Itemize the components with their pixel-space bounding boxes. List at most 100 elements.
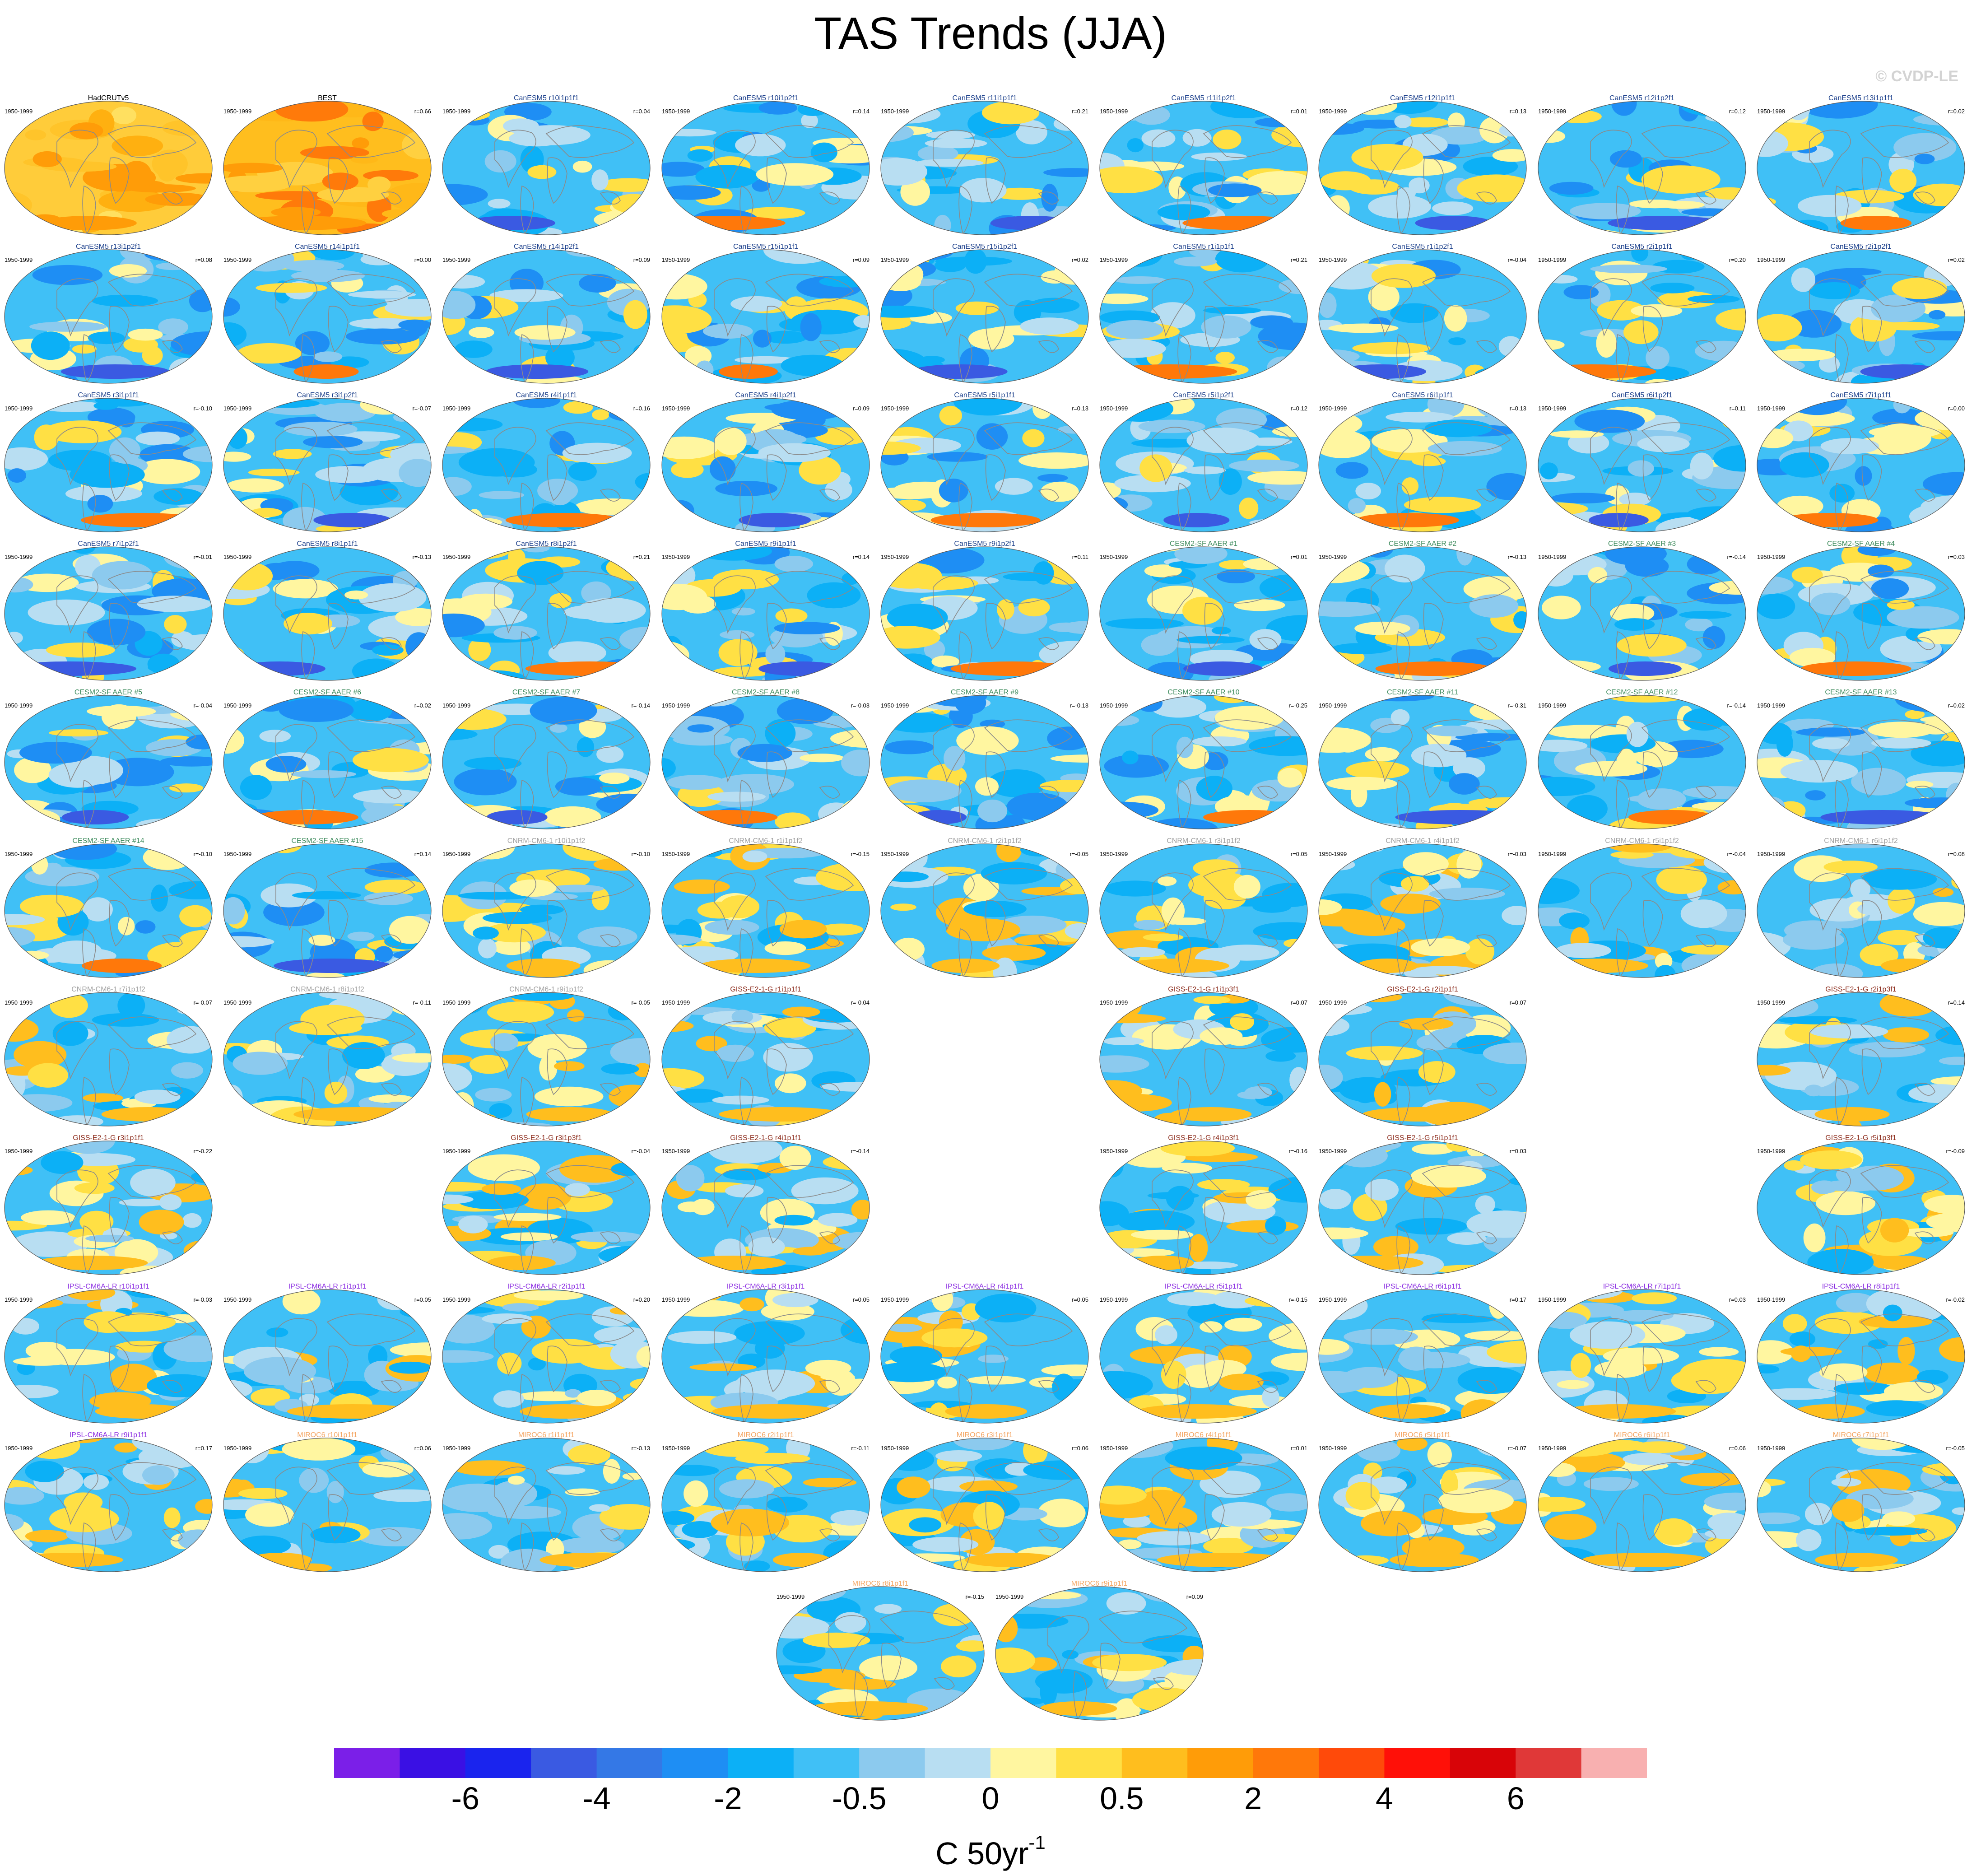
trend-patch [1465, 364, 1486, 380]
trend-patch [66, 1289, 116, 1301]
trend-patch [1224, 1317, 1262, 1332]
globe-border [4, 398, 213, 532]
continent-outline [301, 779, 315, 829]
southern-ocean-anomaly [1795, 1404, 1865, 1419]
trend-patch [1713, 445, 1746, 472]
map-panel: CanESM5 r13i1p1f1 1950-1999 r=0.02 [1753, 94, 1969, 243]
continent-outline [600, 934, 621, 947]
continent-outline [1177, 779, 1191, 829]
continent-outline [547, 751, 567, 798]
map-panel: CanESM5 r6i1p1f1 1950-1999 r=0.13 [1314, 391, 1531, 540]
trend-patch [265, 756, 307, 773]
globe-border [223, 101, 432, 235]
globe-map [661, 101, 870, 235]
trend-patch [1346, 1046, 1423, 1061]
trend-patch [1427, 398, 1465, 418]
continent-outline [1476, 1380, 1497, 1393]
continent-outline [766, 1048, 787, 1095]
trend-patch [667, 943, 685, 964]
panel-correlation: r=-0.05 [631, 999, 650, 1006]
continent-outline [819, 191, 840, 205]
map-panel: GISS-E2-1-G r3i1p1f1 1950-1999 r=-0.22 [0, 1134, 217, 1283]
panel-period: 1950-1999 [881, 405, 909, 412]
continent-outline [381, 786, 402, 799]
panel-period: 1950-1999 [442, 405, 471, 412]
southern-ocean-anomaly [525, 661, 650, 676]
trend-patch [1193, 859, 1239, 877]
continent-outline [301, 1373, 315, 1423]
globe-border [1318, 1289, 1527, 1424]
map-panel: MIROC6 r7i1p1f1 1950-1999 r=-0.05 [1753, 1431, 1969, 1580]
trend-patch [667, 1465, 719, 1476]
trend-patch [823, 1540, 870, 1567]
panel-period: 1950-1999 [662, 999, 690, 1006]
trend-patch [469, 327, 494, 338]
continent-outline [520, 185, 534, 235]
panel-period: 1950-1999 [1757, 108, 1786, 115]
trend-patch [1757, 314, 1802, 342]
globe-border [1538, 1438, 1746, 1572]
trend-patch [1681, 208, 1739, 216]
trend-patch [260, 883, 317, 908]
continent-outline [1423, 1494, 1444, 1541]
trend-patch [603, 1459, 621, 1484]
continent-outline [1860, 719, 1949, 752]
trend-patch [684, 1480, 708, 1507]
trend-patch [442, 1182, 490, 1192]
trend-patch [1319, 292, 1337, 318]
continent-outline [301, 928, 315, 978]
trend-patch [565, 1389, 581, 1398]
trend-patch [614, 698, 650, 713]
trend-patch [981, 101, 1040, 125]
trend-patch [358, 583, 427, 612]
trend-patch [1449, 773, 1480, 795]
continent-outline [82, 779, 96, 829]
map-panel: CNRM-CM6-1 r6i1p1f2 1950-1999 r=0.08 [1753, 837, 1969, 986]
panel-period: 1950-1999 [442, 702, 471, 709]
trend-patch [292, 891, 362, 899]
continent-outline [109, 454, 130, 501]
trend-patch [1289, 1067, 1307, 1094]
globe-border [1757, 546, 1965, 681]
continent-outline [1423, 751, 1444, 798]
southern-ocean-anomaly [1103, 364, 1237, 379]
trend-patch [881, 1289, 934, 1297]
trend-patch [937, 1376, 957, 1389]
panel-correlation: r=0.02 [1948, 256, 1965, 263]
globe-map [223, 249, 432, 384]
globe-map [1757, 1140, 1965, 1275]
trend-patch [719, 895, 760, 918]
trend-patch [1832, 1499, 1865, 1522]
trend-patch [1650, 283, 1695, 293]
panel-period: 1950-1999 [5, 999, 33, 1006]
continent-outline [1038, 191, 1059, 205]
trend-patch [1555, 547, 1575, 556]
trend-patch [531, 1339, 601, 1364]
trend-patch [364, 862, 423, 878]
continent-outline [714, 872, 756, 931]
globe-border [223, 1289, 432, 1424]
panel-title: CNRM-CM6-1 r8i1p1f2 [290, 986, 364, 993]
trend-patch [364, 892, 414, 905]
trend-patch [373, 104, 430, 115]
southern-ocean-anomaly [699, 959, 811, 973]
trend-patch [1757, 107, 1782, 129]
trend-patch [1679, 610, 1732, 619]
continent-outline [1152, 1169, 1194, 1228]
continent-outline [1914, 191, 1935, 205]
panel-correlation: r=-0.09 [1946, 1148, 1965, 1154]
trend-patch [1191, 152, 1247, 161]
trend-patch [283, 507, 327, 532]
globe-map [1538, 398, 1746, 532]
trend-patch [1475, 1195, 1495, 1214]
trend-patch [596, 178, 650, 192]
continent-outline [765, 125, 854, 158]
southern-ocean-anomaly [1163, 513, 1230, 527]
globe-border [4, 695, 213, 829]
trend-patch [442, 184, 488, 205]
map-panel: CanESM5 r14i1p2f1 1950-1999 r=0.09 [438, 242, 655, 391]
continent-outline [958, 185, 972, 235]
continent-outline [1203, 422, 1292, 455]
globe-map [4, 398, 213, 532]
southern-ocean-anomaly [539, 1553, 641, 1567]
